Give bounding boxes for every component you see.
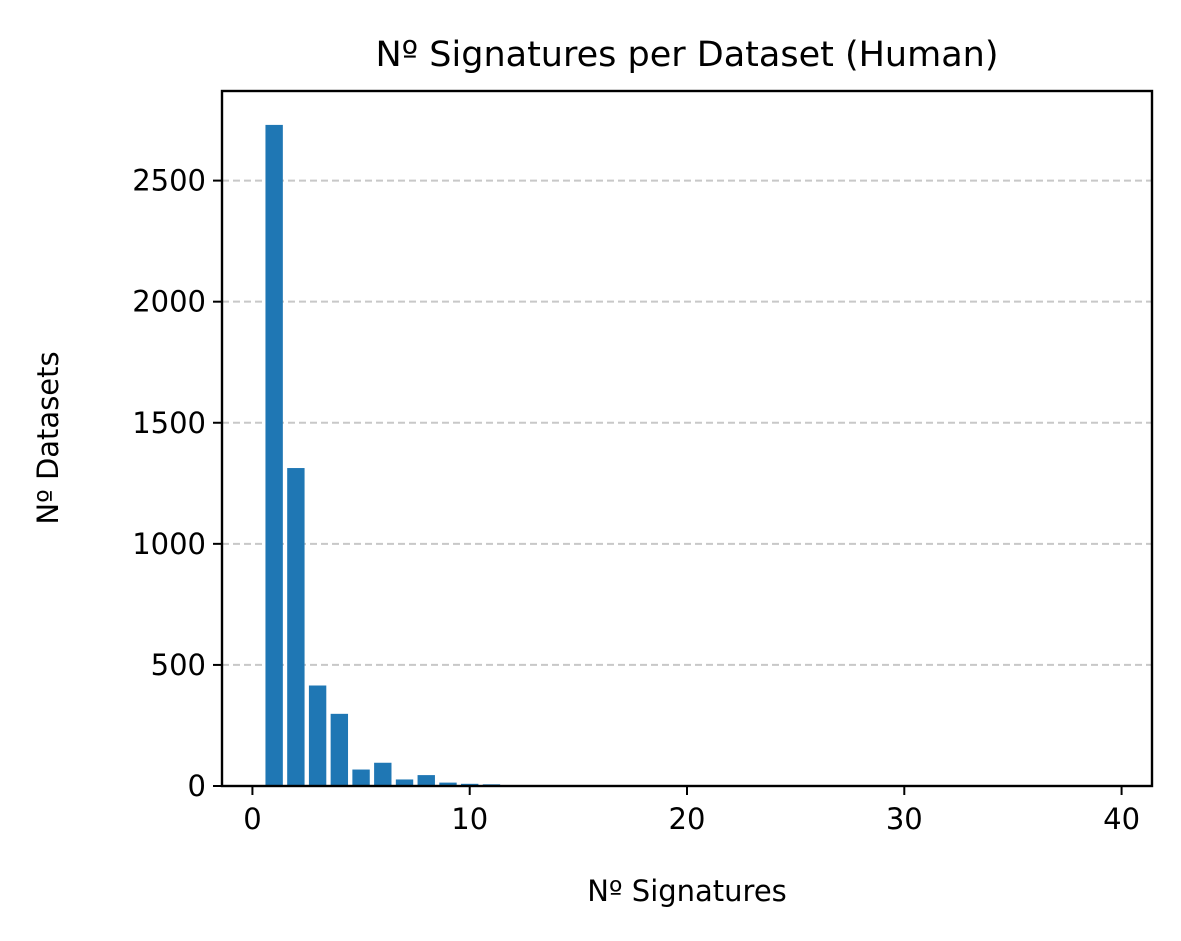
y-tick-label: 1000 bbox=[132, 527, 206, 561]
bar bbox=[374, 762, 392, 786]
bar bbox=[308, 685, 327, 786]
bar bbox=[417, 775, 435, 786]
plot-frame bbox=[220, 89, 1154, 788]
bar bbox=[439, 782, 457, 786]
x-axis-label: Nº Signatures bbox=[587, 874, 787, 908]
y-tick-label: 0 bbox=[188, 769, 206, 803]
bar bbox=[352, 769, 370, 786]
y-tick-label: 2500 bbox=[132, 164, 206, 198]
x-tick-label: 30 bbox=[886, 802, 923, 836]
y-axis-label: Nº Datasets bbox=[31, 351, 65, 524]
x-tick-label: 40 bbox=[1103, 802, 1140, 836]
bar bbox=[265, 124, 283, 786]
x-tick-label: 20 bbox=[669, 802, 706, 836]
x-axis-ticks: 0 10 20 30 40 bbox=[243, 786, 1140, 836]
chart-title: Nº Signatures per Dataset (Human) bbox=[376, 35, 999, 75]
bar bbox=[395, 779, 414, 786]
y-tick-label: 500 bbox=[151, 648, 206, 682]
grid-lines bbox=[222, 179, 1152, 666]
x-tick-label: 0 bbox=[243, 802, 261, 836]
y-axis-ticks: 0 500 1000 1500 2000 2500 bbox=[132, 164, 222, 803]
bar bbox=[330, 713, 349, 786]
y-tick-label: 1500 bbox=[132, 406, 206, 440]
bars bbox=[265, 124, 1044, 786]
bar bbox=[287, 468, 305, 786]
x-tick-label: 10 bbox=[451, 802, 488, 836]
y-tick-label: 2000 bbox=[132, 285, 206, 319]
